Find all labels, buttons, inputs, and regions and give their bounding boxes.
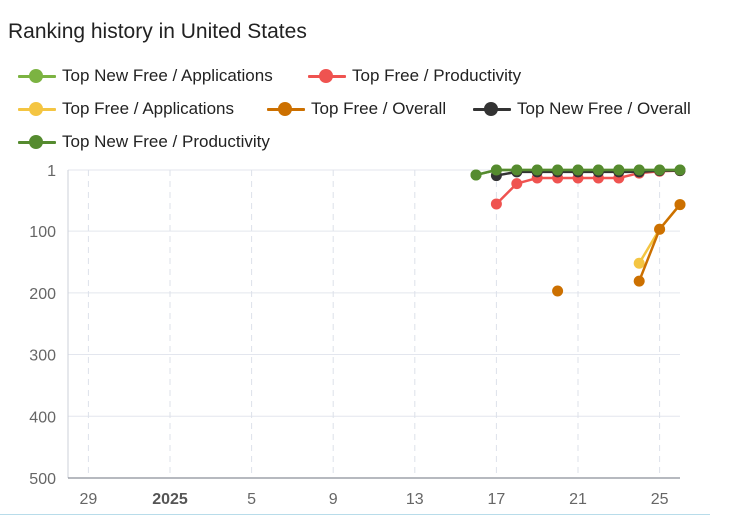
legend-label: Top Free / Applications [62, 99, 234, 118]
data-point [674, 199, 686, 211]
series-line-1 [495, 169, 681, 205]
x-tick-label: 17 [488, 491, 506, 508]
data-point [654, 164, 666, 176]
y-tick-label: 400 [29, 409, 56, 426]
legend-item-top-free-productivity[interactable]: Top Free / Productivity [308, 66, 521, 86]
y-tick-label: 500 [29, 471, 56, 488]
data-point [490, 164, 502, 176]
data-point [633, 257, 645, 269]
legend-item-top-free-overall[interactable]: Top Free / Overall [267, 99, 446, 119]
legend-dot [29, 69, 43, 83]
legend-dot [278, 102, 292, 116]
y-tick-label: 200 [29, 286, 56, 303]
legend-swatch [473, 102, 511, 116]
data-point [511, 164, 523, 176]
data-point [572, 164, 584, 176]
data-point [552, 164, 564, 176]
data-point [633, 164, 645, 176]
legend-dot [319, 69, 333, 83]
data-point [613, 164, 625, 176]
data-point [490, 198, 502, 210]
data-point [674, 164, 686, 176]
data-point [592, 164, 604, 176]
data-point [633, 275, 645, 287]
legend-label: Top Free / Productivity [352, 66, 522, 85]
legend-item-top-new-free-overall[interactable]: Top New Free / Overall [473, 99, 691, 119]
x-tick-label: 2025 [152, 491, 188, 508]
y-tick-label: 300 [29, 348, 56, 365]
x-tick-label: 29 [80, 491, 98, 508]
x-tick-label: 25 [651, 491, 669, 508]
x-tick-label: 5 [247, 491, 256, 508]
legend-swatch [267, 102, 305, 116]
legend-dot [29, 102, 43, 116]
legend-swatch [18, 69, 56, 83]
legend-swatch [18, 102, 56, 116]
legend-dot [484, 102, 498, 116]
data-point [531, 164, 543, 176]
x-tick-label: 9 [329, 491, 338, 508]
legend-label: Top Free / Overall [311, 99, 447, 118]
data-point [511, 178, 523, 190]
legend-item-top-new-free-applications[interactable]: Top New Free / Applications [18, 66, 273, 86]
y-tick-label: 100 [29, 224, 56, 241]
legend-label: Top New Free / Applications [62, 66, 273, 85]
legend-item-top-new-free-productivity[interactable]: Top New Free / Productivity [18, 132, 270, 152]
x-tick-label: 21 [569, 491, 587, 508]
bottom-divider [0, 514, 710, 515]
legend-swatch [18, 135, 56, 149]
data-point [470, 169, 482, 181]
legend-swatch [308, 69, 346, 83]
data-point [654, 223, 666, 235]
legend-label: Top New Free / Overall [517, 99, 691, 118]
data-point [552, 285, 564, 297]
x-tick-label: 13 [406, 491, 424, 508]
legend-item-top-free-applications[interactable]: Top Free / Applications [18, 99, 234, 119]
legend-dot [29, 135, 43, 149]
y-tick-label: 1 [47, 163, 56, 180]
chart-title: Ranking history in United States [8, 20, 307, 43]
legend-label: Top New Free / Productivity [62, 132, 270, 151]
